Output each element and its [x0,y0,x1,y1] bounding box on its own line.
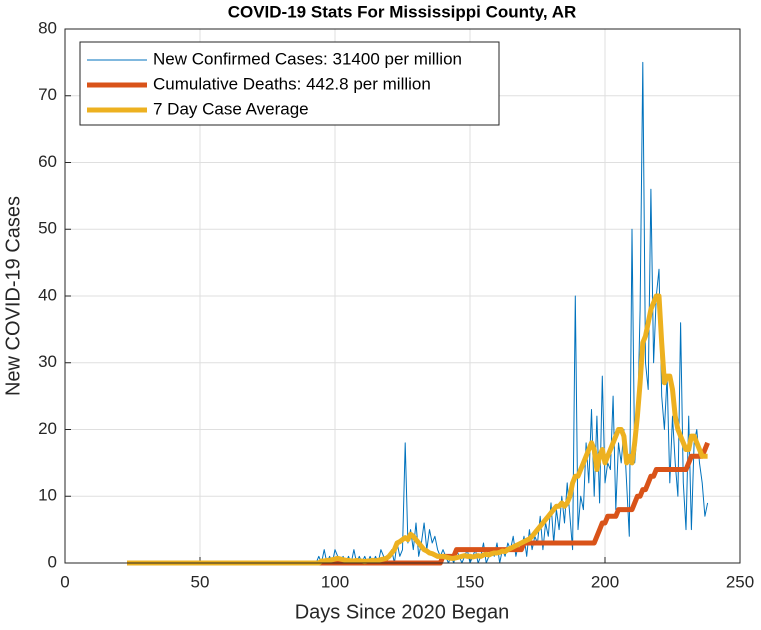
y-tick-label: 0 [48,552,57,571]
y-tick-label: 30 [38,352,57,371]
plot-frame [64,28,741,564]
chart-title: COVID-19 Stats For Mississippi County, A… [228,2,577,21]
x-tick-label: 150 [456,572,484,591]
y-tick-label: 50 [38,219,57,238]
x-tick-label: 200 [591,572,619,591]
legend-label: Cumulative Deaths: 442.8 per million [153,74,431,93]
y-tick-label: 60 [38,152,57,171]
y-tick-label: 70 [38,85,57,104]
y-tick-label: 20 [38,419,57,438]
y-tick-label: 10 [38,486,57,505]
legend-label: New Confirmed Cases: 31400 per million [153,49,462,68]
x-tick-label: 100 [321,572,349,591]
x-axis-label: Days Since 2020 Began [295,601,510,623]
legend-box [79,41,500,126]
y-axis-label: New COVID-19 Cases [2,196,24,396]
legend-label: 7 Day Case Average [153,99,309,118]
y-tick-label: 80 [38,18,57,37]
legend: New Confirmed Cases: 31400 per million Cu… [79,41,500,126]
x-tick-label: 250 [726,572,754,591]
x-tick-label: 50 [191,572,210,591]
x-tick-label: 0 [60,572,69,591]
y-tick-label: 40 [38,285,57,304]
